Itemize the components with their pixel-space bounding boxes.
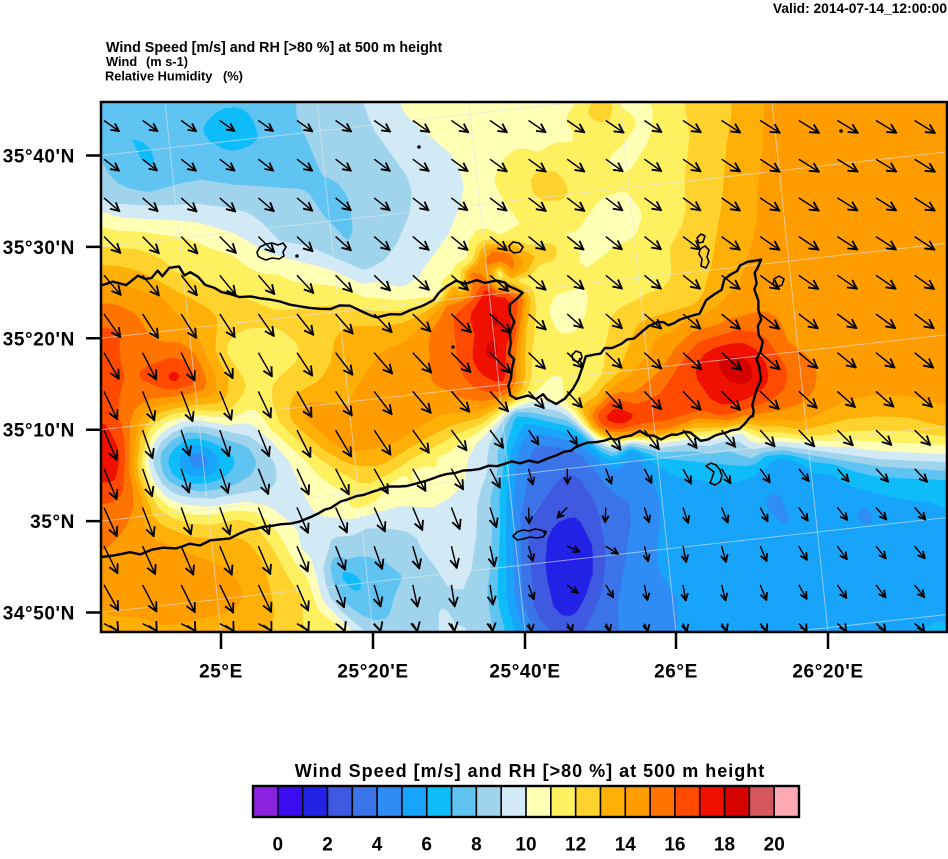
svg-text:Relative Humidity: Relative Humidity (105, 69, 213, 84)
svg-text:35°N: 35°N (30, 512, 75, 533)
svg-text:0: 0 (273, 835, 284, 855)
svg-text:35°10'N: 35°10'N (3, 421, 75, 442)
svg-text:10: 10 (515, 835, 536, 855)
svg-text:(m s-1): (m s-1) (146, 54, 188, 69)
svg-text:Wind Speed [m/s] and RH [>80 %: Wind Speed [m/s] and RH [>80 %] at 500 m… (106, 40, 443, 56)
svg-text:35°30'N: 35°30'N (3, 238, 75, 259)
svg-text:16: 16 (664, 835, 685, 855)
svg-text:Valid: 2014-07-14_12:00:00: Valid: 2014-07-14_12:00:00 (773, 1, 947, 16)
svg-text:2: 2 (322, 835, 333, 855)
svg-text:Wind Speed [m/s] and RH [>80 %: Wind Speed [m/s] and RH [>80 %] at 500 m… (295, 761, 765, 781)
svg-text:34°50'N: 34°50'N (3, 604, 75, 625)
svg-text:25°E: 25°E (199, 662, 243, 683)
svg-text:6: 6 (421, 835, 432, 855)
svg-text:4: 4 (372, 835, 383, 855)
svg-text:26°E: 26°E (654, 662, 698, 683)
svg-text:12: 12 (565, 835, 586, 855)
svg-text:25°40'E: 25°40'E (489, 662, 560, 683)
svg-text:Wind: Wind (106, 54, 137, 69)
svg-text:35°40'N: 35°40'N (3, 147, 75, 168)
svg-text:26°20'E: 26°20'E (792, 662, 863, 683)
svg-text:(%): (%) (223, 69, 243, 84)
svg-text:18: 18 (714, 835, 735, 855)
svg-text:8: 8 (471, 835, 482, 855)
svg-text:20: 20 (764, 835, 785, 855)
svg-text:25°20'E: 25°20'E (337, 662, 408, 683)
svg-text:14: 14 (615, 835, 637, 855)
svg-text:35°20'N: 35°20'N (3, 329, 75, 350)
